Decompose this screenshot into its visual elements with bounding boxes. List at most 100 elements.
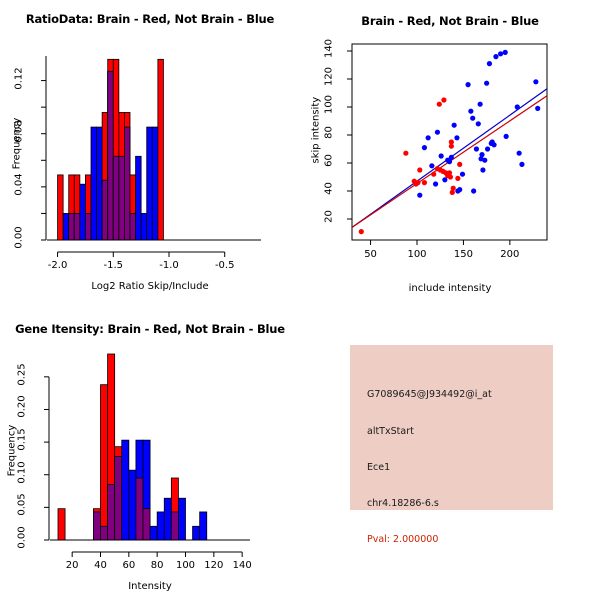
x-tick-label: 80	[150, 560, 164, 571]
scatter-point	[519, 161, 525, 167]
panel-info: G7089645@J934492@i_at altTxStart Ece1 ch…	[300, 300, 600, 600]
x-tick-label: 140	[232, 560, 252, 571]
histogram-bar-overlap	[85, 213, 92, 241]
y-tick-label: 0.05	[16, 493, 28, 516]
histogram-bar-blue	[96, 126, 103, 241]
scatter-point	[440, 168, 446, 174]
info-event-type: altTxStart	[367, 426, 414, 437]
scatter-xlabel: include intensity	[408, 283, 492, 294]
scatter-point	[449, 189, 455, 195]
y-tick-label: 0.00	[16, 526, 28, 549]
x-tick-label: -1.5	[103, 260, 124, 271]
scatter-point	[448, 154, 454, 160]
x-tick-label: 60	[122, 560, 136, 571]
scatter-point	[421, 180, 428, 186]
histogram-bar-overlap	[118, 155, 125, 241]
scatter-point	[358, 229, 364, 235]
scatter-canvas	[347, 43, 548, 245]
scatter-title: Brain - Red, Not Brain - Blue	[361, 14, 539, 28]
info-coordinates: chr4.18286-6.s	[367, 498, 439, 509]
histogram-bar-overlap	[112, 155, 120, 241]
histogram-bar-overlap	[135, 477, 144, 541]
histogram-bar-blue	[149, 525, 158, 541]
x-tick-label: 40	[94, 560, 107, 571]
scatter-point	[417, 167, 423, 173]
x-tick-label: 20	[65, 560, 79, 571]
gene-histogram-xlabel: Intensity	[128, 581, 172, 592]
x-tick-label: 150	[453, 249, 473, 260]
y-tick-label: 0.04	[13, 173, 25, 196]
scatter-point	[417, 192, 423, 198]
x-tick-label: 100	[407, 249, 427, 260]
histogram-bar-blue	[199, 511, 208, 541]
scatter-point	[491, 142, 497, 148]
scatter-point	[446, 159, 453, 165]
scatter-point	[480, 167, 486, 173]
histogram-bar-blue	[62, 213, 70, 241]
scatter-point	[451, 122, 457, 128]
scatter-point	[477, 101, 483, 107]
scatter-point	[434, 129, 441, 135]
histogram-bar-blue	[192, 525, 201, 541]
scatter-point	[475, 121, 481, 127]
scatter-point	[486, 61, 493, 67]
gene-histogram-canvas	[44, 353, 250, 557]
y-tick-label: 0.15	[16, 428, 28, 451]
scatter-point	[432, 181, 439, 187]
y-tick-label: 0.10	[16, 461, 28, 484]
scatter-point	[535, 105, 541, 111]
x-tick-label: -2.0	[47, 260, 68, 271]
info-pval: Pval: 2.000000	[367, 534, 439, 545]
scatter-point	[473, 146, 480, 152]
histogram-bar-overlap	[100, 525, 108, 541]
scatter-point	[446, 170, 453, 176]
x-tick-label: -1.0	[159, 260, 179, 271]
scatter-point	[425, 135, 431, 141]
x-tick-label: 100	[175, 560, 196, 571]
histogram-bar-overlap	[101, 179, 109, 241]
scatter-point	[442, 177, 448, 183]
scatter-point	[457, 161, 463, 167]
histogram-bar-blue	[140, 213, 148, 241]
scatter-point	[514, 104, 520, 110]
scatter-point	[434, 166, 441, 172]
histogram-bar-red	[57, 174, 64, 241]
y-tick-label: 0.20	[16, 395, 28, 419]
ratio-histogram-canvas	[41, 56, 261, 257]
x-tick-label: -0.5	[214, 260, 235, 271]
scatter-point	[493, 54, 499, 60]
ratio-histogram-title: RatioData: Brain - Red, Not Brain - Blue	[25, 12, 275, 26]
gene-histogram-title: Gene Itensity: Brain - Red, Not Brain - …	[15, 322, 285, 336]
info-gene-symbol: Ece1	[367, 462, 391, 473]
scatter-point	[468, 108, 474, 114]
histogram-bar-overlap	[73, 213, 81, 241]
scatter-point	[447, 174, 454, 180]
scatter-point	[459, 171, 466, 177]
x-tick-label: 200	[500, 249, 520, 260]
panel-ratio-histogram: RatioData: Brain - Red, Not Brain - Blue…	[0, 0, 300, 300]
histogram-bar-overlap	[114, 456, 123, 541]
scatter-point	[479, 152, 485, 158]
scatter-point	[465, 82, 471, 88]
histogram-bar-blue	[90, 126, 97, 241]
histogram-bar-blue	[151, 126, 159, 241]
scatter-point	[436, 101, 442, 107]
y-tick-label: 0.25	[16, 363, 28, 386]
plot-frame	[351, 43, 548, 241]
panel-gene-histogram: Gene Itensity: Brain - Red, Not Brain - …	[0, 300, 300, 600]
histogram-bar-blue	[178, 497, 186, 541]
histogram-bar-overlap	[129, 213, 136, 241]
scatter-point	[533, 79, 539, 85]
histogram-bar-red	[157, 58, 164, 241]
histogram-bar-blue	[128, 469, 137, 541]
scatter-point	[484, 80, 490, 86]
y-tick-label: 140	[323, 38, 335, 59]
scatter-point	[441, 97, 447, 103]
scatter-point	[470, 115, 476, 121]
scatter-point	[471, 188, 477, 194]
info-box: G7089645@J934492@i_at altTxStart Ece1 ch…	[350, 345, 553, 545]
histogram-bar-overlap	[107, 70, 114, 241]
histogram-bar-blue	[79, 183, 86, 241]
y-tick-label: 0.00	[13, 226, 25, 249]
